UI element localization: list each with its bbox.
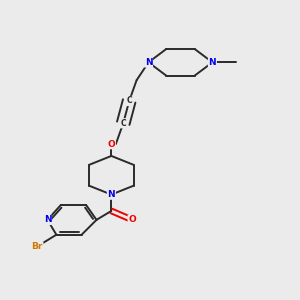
- Text: O: O: [128, 215, 136, 224]
- Text: C: C: [120, 119, 126, 128]
- Text: Br: Br: [32, 242, 43, 251]
- Text: N: N: [145, 58, 152, 67]
- Text: N: N: [44, 215, 51, 224]
- Text: O: O: [107, 140, 115, 148]
- Text: N: N: [107, 190, 115, 199]
- Text: C: C: [126, 97, 132, 106]
- Text: N: N: [208, 58, 216, 67]
